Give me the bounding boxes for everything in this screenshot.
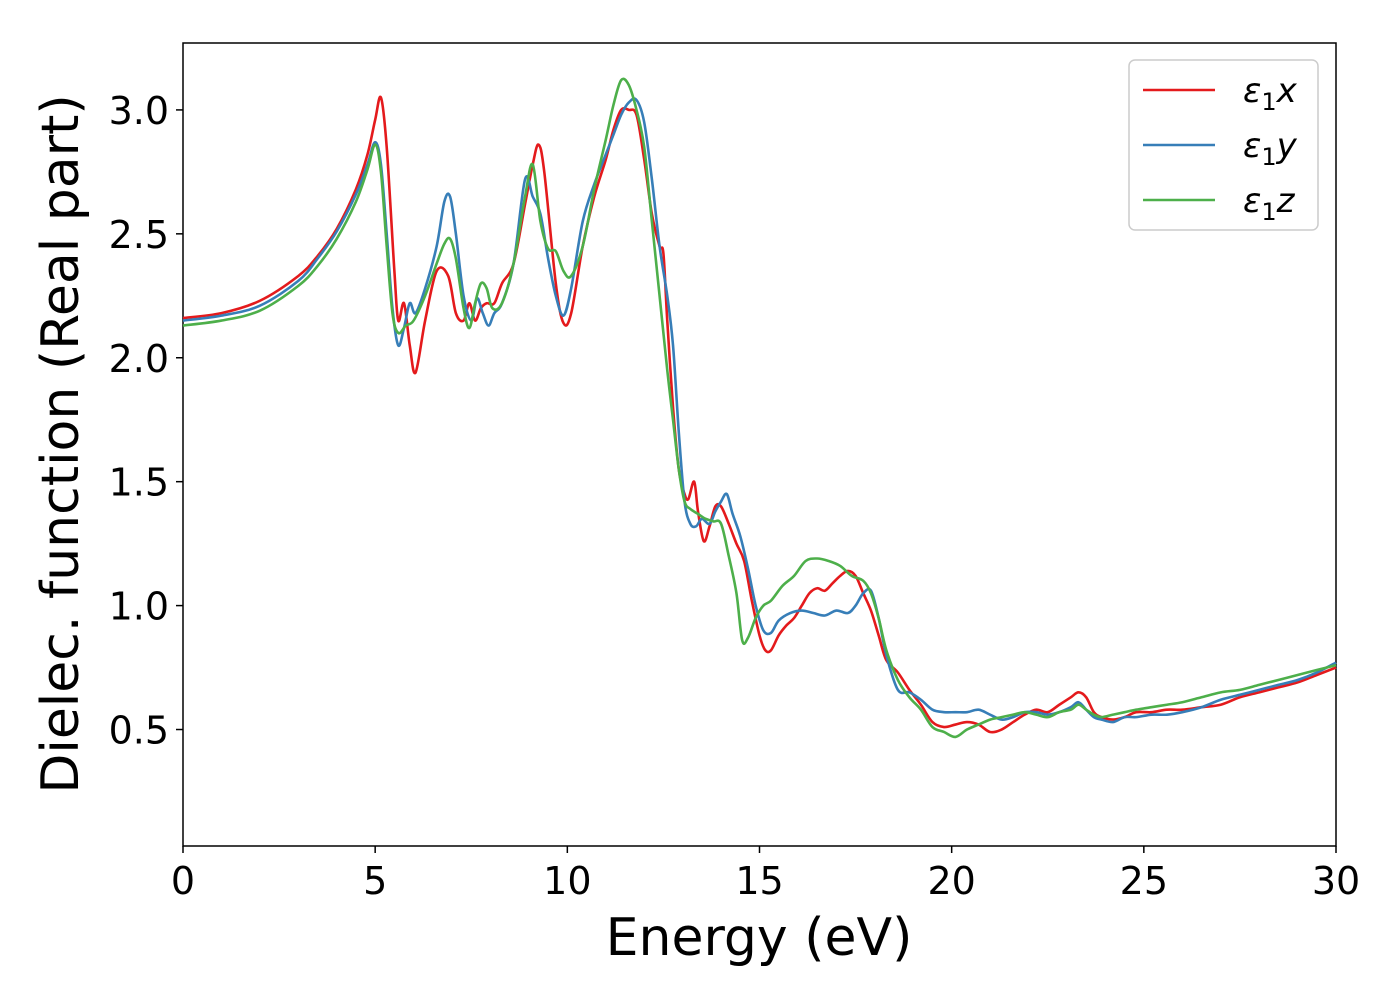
x-tick-label: 20 (927, 859, 975, 903)
x-tick-label: 0 (171, 859, 195, 903)
x-tick-label: 5 (363, 859, 387, 903)
y-tick-label: 0.5 (109, 709, 169, 753)
y-tick-label: 2.5 (109, 213, 169, 257)
legend-label-y: ε1y (1243, 126, 1298, 171)
y-tick-label: 1.5 (109, 461, 169, 505)
x-tick-label: 10 (543, 859, 591, 903)
y-tick-label: 2.0 (109, 337, 169, 381)
y-tick-label: 3.0 (109, 89, 169, 133)
x-axis-title: Energy (eV) (606, 908, 913, 968)
x-tick-label: 30 (1312, 859, 1360, 903)
y-tick-label: 1.0 (109, 585, 169, 629)
series-group (182, 77, 1337, 739)
series-line-z (182, 77, 1337, 739)
ticks-group: 0 5 10 15 20 25 30 0.5 1.0 1.5 2.0 2.5 3.0 (109, 89, 1361, 903)
legend: ε1x ε1y ε1z (1128, 59, 1319, 231)
legend-label-z: ε1z (1243, 181, 1296, 226)
series-line-y (182, 97, 1337, 724)
legend-box (1128, 59, 1319, 231)
series-line-x (182, 95, 1337, 734)
legend-label-x: ε1x (1243, 71, 1298, 116)
x-tick-label: 15 (735, 859, 783, 903)
y-axis-title: Dielec. function (Real part) (31, 94, 91, 793)
x-tick-label: 25 (1120, 859, 1168, 903)
